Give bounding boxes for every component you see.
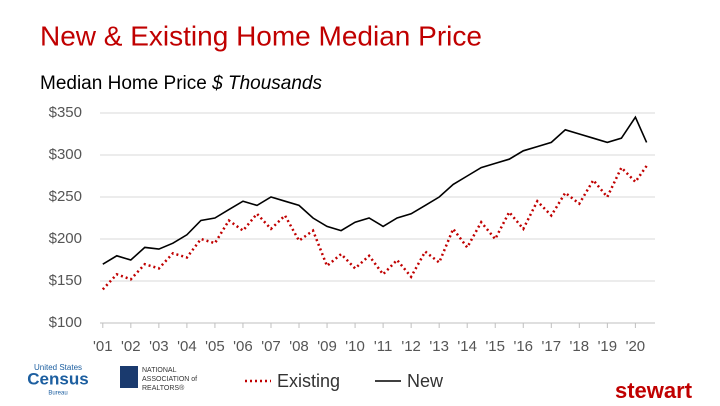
nar-logo: NATIONAL ASSOCIATION of REALTORS® bbox=[120, 366, 197, 392]
logo-text: REALTORS® bbox=[142, 384, 185, 392]
subtitle: Median Home Price $ Thousands bbox=[40, 73, 322, 94]
x-tick-label: '19 bbox=[598, 338, 618, 355]
x-tick-label: '08 bbox=[289, 338, 309, 355]
series-line bbox=[102, 115, 648, 265]
legend-label: New bbox=[407, 371, 444, 391]
x-tick-label: '13 bbox=[429, 338, 449, 355]
x-tick-label: '09 bbox=[317, 338, 337, 355]
x-tick-label: '20 bbox=[626, 338, 646, 355]
logo-mark bbox=[120, 366, 138, 388]
x-tick-label: '04 bbox=[177, 338, 197, 355]
x-tick-label: '01 bbox=[93, 338, 113, 355]
x-tick-label: '12 bbox=[401, 338, 421, 355]
x-tick-label: '07 bbox=[261, 338, 281, 355]
logo-text: United States bbox=[34, 363, 82, 372]
x-tick-label: '15 bbox=[485, 338, 505, 355]
x-tick-label: '02 bbox=[121, 338, 141, 355]
y-tick-label: $350 bbox=[49, 104, 82, 121]
stewart-logo: stewart bbox=[615, 378, 693, 403]
x-tick-label: '06 bbox=[233, 338, 253, 355]
y-tick-label: $300 bbox=[49, 146, 82, 163]
logo-text: NATIONAL bbox=[142, 367, 177, 374]
unit: $ Thousands bbox=[211, 73, 322, 94]
x-tick-label: '11 bbox=[374, 338, 392, 355]
y-tick-label: $200 bbox=[49, 230, 82, 247]
legend-label: Existing bbox=[277, 371, 340, 391]
chart-title: New & Existing Home Median Price bbox=[40, 20, 482, 51]
logo-text: ASSOCIATION of bbox=[142, 376, 197, 383]
y-tick-label: $250 bbox=[49, 188, 82, 205]
x-tick-label: '10 bbox=[345, 338, 365, 355]
x-tick-label: '14 bbox=[457, 338, 477, 355]
x-tick-label: '16 bbox=[513, 338, 533, 355]
x-tick-label: '18 bbox=[570, 338, 590, 355]
x-tick-label: '05 bbox=[205, 338, 225, 355]
x-tick-label: '03 bbox=[149, 338, 169, 355]
x-tick-label: '17 bbox=[542, 338, 562, 355]
logo-text: Census bbox=[27, 369, 88, 388]
census-logo: United States Census Bureau bbox=[27, 363, 88, 396]
y-tick-label: $100 bbox=[49, 314, 82, 331]
series-line bbox=[101, 165, 648, 291]
y-tick-label: $150 bbox=[49, 272, 82, 289]
logo-text: Bureau bbox=[48, 391, 67, 397]
subtitle-text: Median Home Price bbox=[40, 73, 207, 94]
